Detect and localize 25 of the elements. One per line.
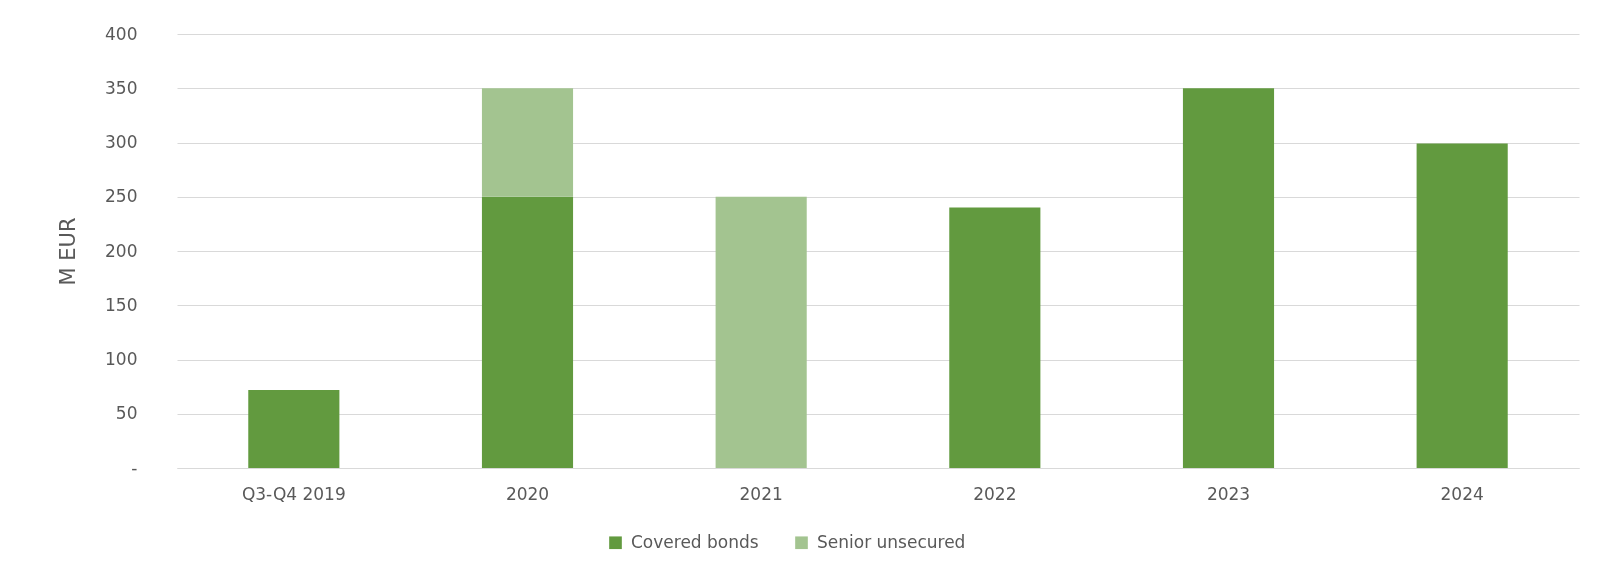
y-tick-label: -: [131, 457, 138, 478]
y-tick-label: 250: [105, 186, 138, 207]
x-tick-label: 2024: [1440, 483, 1484, 504]
y-tick-label: 150: [105, 294, 138, 315]
legend-label: Covered bonds: [631, 531, 759, 552]
x-tick-label: 2023: [1206, 483, 1251, 504]
bar: [949, 207, 1041, 468]
y-tick-label: 350: [105, 77, 138, 98]
x-tick-label: 2022: [973, 483, 1017, 504]
x-tick-label: 2021: [739, 483, 783, 504]
legend-label: Senior unsecured: [817, 531, 966, 552]
x-tick-label: Q3-Q4 2019: [241, 483, 346, 504]
bar: [1182, 88, 1275, 468]
bar: [1416, 143, 1508, 468]
y-tick-label: 100: [105, 349, 138, 369]
bar: [715, 196, 807, 468]
y-tick-label: 200: [105, 240, 138, 261]
bar: [481, 196, 574, 468]
y-axis-title: M EUR: [56, 217, 81, 286]
y-tick-label: 400: [105, 23, 138, 44]
bar: [248, 389, 340, 468]
y-tick-label: 50: [115, 403, 138, 424]
bar: [481, 88, 574, 197]
x-tick-label: 2020: [505, 483, 550, 504]
y-tick-label: 300: [105, 132, 138, 152]
